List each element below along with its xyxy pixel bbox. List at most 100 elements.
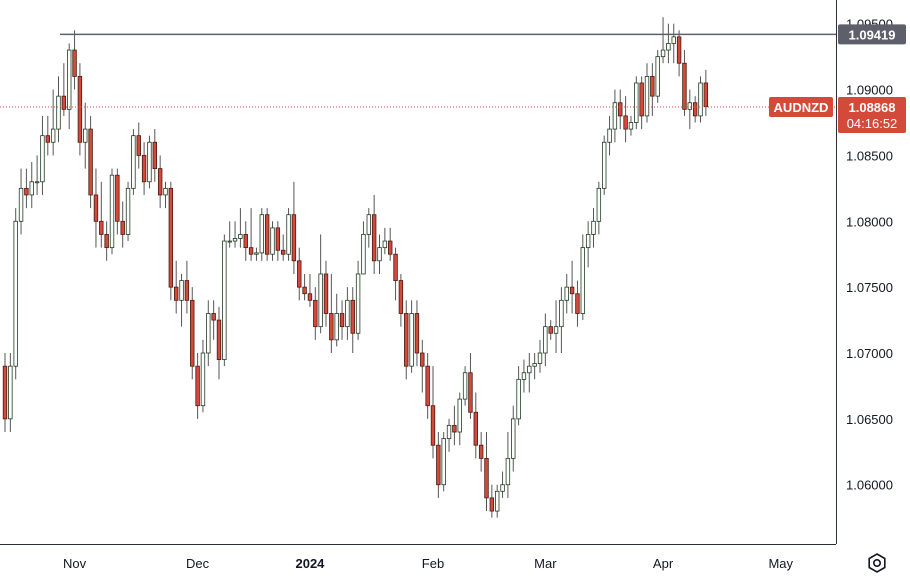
candle-bearish[interactable] [45, 135, 50, 143]
candle-bearish[interactable] [478, 444, 484, 459]
candle-bearish[interactable] [313, 299, 318, 328]
candle-bullish[interactable] [67, 49, 72, 110]
candle-bearish[interactable] [329, 313, 334, 341]
candle-bullish[interactable] [505, 457, 511, 486]
candle-bearish[interactable] [420, 352, 425, 367]
candle-bearish[interactable] [414, 313, 420, 354]
candle-bearish[interactable] [168, 187, 174, 288]
candle-bullish[interactable] [553, 326, 559, 334]
candle-bullish[interactable] [259, 214, 264, 254]
candle-bullish[interactable] [40, 135, 45, 183]
candle-bearish[interactable] [302, 286, 307, 295]
candle-bearish[interactable] [173, 286, 179, 301]
candle-bullish[interactable] [494, 490, 500, 512]
candle-bearish[interactable] [157, 168, 163, 196]
candle-bearish[interactable] [623, 115, 628, 130]
candle-bullish[interactable] [318, 273, 323, 328]
time-axis[interactable]: Nov Dec 2024 Feb Mar Apr May [63, 556, 794, 571]
candle-bearish[interactable] [297, 260, 302, 288]
candle-bearish[interactable] [216, 319, 222, 360]
candle-bearish[interactable] [248, 247, 254, 255]
candle-bearish[interactable] [115, 174, 120, 222]
candle-bullish[interactable] [591, 220, 596, 235]
candle-bearish[interactable] [489, 497, 495, 512]
candle-bullish[interactable] [179, 280, 184, 301]
candle-bearish[interactable] [72, 49, 77, 77]
candle-bullish[interactable] [532, 363, 537, 367]
candle-bullish[interactable] [660, 49, 666, 58]
candle-bearish[interactable] [120, 220, 125, 235]
candle-bullish[interactable] [409, 313, 414, 367]
candle-bearish[interactable] [88, 128, 93, 196]
candle-bearish[interactable] [77, 75, 83, 143]
candle-bullish[interactable] [602, 141, 607, 189]
candle-bearish[interactable] [398, 280, 404, 314]
candle-bearish[interactable] [430, 405, 436, 446]
candle-bullish[interactable] [377, 247, 382, 262]
candle-bearish[interactable] [339, 313, 345, 328]
candle-bullish[interactable] [382, 240, 388, 249]
candle-bullish[interactable] [655, 56, 660, 97]
candle-bearish[interactable] [136, 135, 141, 156]
candle-bearish[interactable] [195, 365, 200, 407]
candle-bullish[interactable] [564, 286, 569, 301]
candle-bearish[interactable] [2, 365, 8, 420]
candle-bearish[interactable] [468, 372, 473, 413]
candle-bullish[interactable] [131, 135, 136, 189]
candle-bearish[interactable] [425, 365, 430, 407]
candle-bullish[interactable] [457, 398, 462, 433]
settings-gear-icon[interactable] [866, 552, 888, 574]
candle-bullish[interactable] [29, 181, 34, 196]
candle-bullish[interactable] [446, 425, 452, 440]
candle-bearish[interactable] [393, 253, 398, 281]
candle-bearish[interactable] [650, 75, 655, 97]
candle-bearish[interactable] [291, 214, 297, 262]
candle-bullish[interactable] [500, 484, 505, 492]
candle-bullish[interactable] [222, 240, 227, 360]
candle-bearish[interactable] [350, 299, 355, 334]
candle-bullish[interactable] [125, 187, 131, 235]
candle-bearish[interactable] [190, 299, 195, 367]
candle-bearish[interactable] [404, 313, 409, 367]
candle-bullish[interactable] [511, 418, 516, 459]
candle-bearish[interactable] [61, 95, 67, 110]
candle-bullish[interactable] [361, 234, 366, 275]
candle-bullish[interactable] [537, 352, 543, 364]
candle-bullish[interactable] [366, 214, 371, 235]
candle-bullish[interactable] [559, 299, 564, 328]
candle-bullish[interactable] [345, 299, 350, 328]
candle-bearish[interactable] [307, 293, 313, 301]
candle-bullish[interactable] [634, 82, 639, 123]
candle-bullish[interactable] [596, 187, 602, 222]
candle-bearish[interactable] [243, 234, 248, 249]
candle-bullish[interactable] [286, 214, 291, 255]
candle-bullish[interactable] [527, 365, 532, 374]
candle-bullish[interactable] [612, 102, 618, 130]
candle-bullish[interactable] [163, 187, 168, 196]
candle-bullish[interactable] [232, 238, 238, 242]
candle-bearish[interactable] [104, 234, 109, 249]
candle-bullish[interactable] [56, 95, 61, 130]
candle-bearish[interactable] [24, 187, 29, 196]
candle-bearish[interactable] [264, 214, 270, 255]
candle-bearish[interactable] [473, 411, 478, 446]
candle-bearish[interactable] [280, 249, 286, 255]
candle-bearish[interactable] [323, 273, 329, 314]
candle-bearish[interactable] [184, 280, 190, 301]
candle-bullish[interactable] [8, 365, 13, 420]
candle-bearish[interactable] [575, 293, 580, 314]
candle-bullish[interactable] [698, 82, 703, 117]
candle-bearish[interactable] [639, 82, 644, 117]
candle-bearish[interactable] [618, 102, 623, 117]
candle-bullish[interactable] [355, 273, 361, 334]
candle-bearish[interactable] [452, 425, 457, 433]
candle-bullish[interactable] [671, 36, 676, 44]
candle-bullish[interactable] [543, 326, 548, 354]
candle-bearish[interactable] [676, 36, 682, 64]
candle-bullish[interactable] [83, 128, 88, 143]
candle-bearish[interactable] [275, 227, 281, 251]
candle-bullish[interactable] [441, 438, 446, 486]
candle-bullish[interactable] [18, 187, 24, 222]
candle-bullish[interactable] [334, 313, 339, 341]
